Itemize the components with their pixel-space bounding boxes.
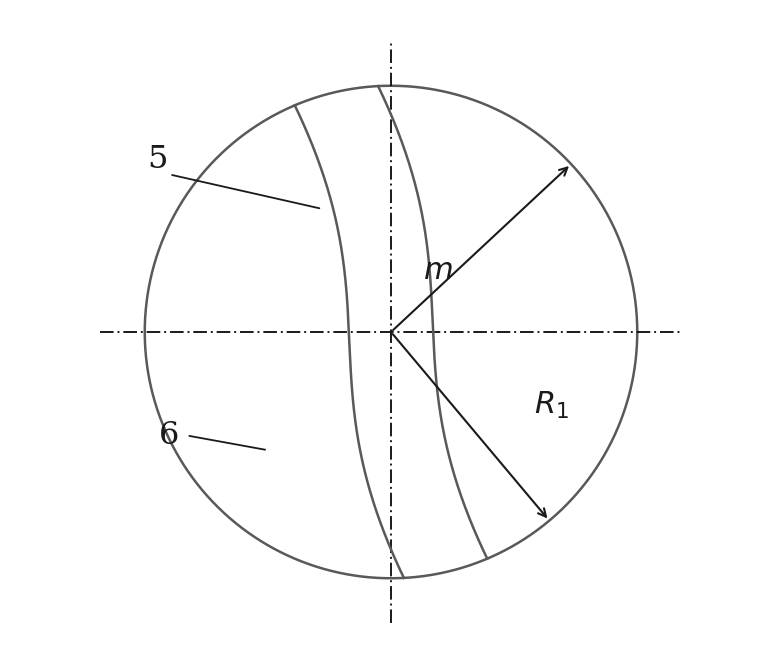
Text: 5: 5 xyxy=(147,144,167,175)
Text: 6: 6 xyxy=(160,420,180,451)
Text: $m$: $m$ xyxy=(423,255,453,286)
Text: $R_1$: $R_1$ xyxy=(534,390,569,422)
